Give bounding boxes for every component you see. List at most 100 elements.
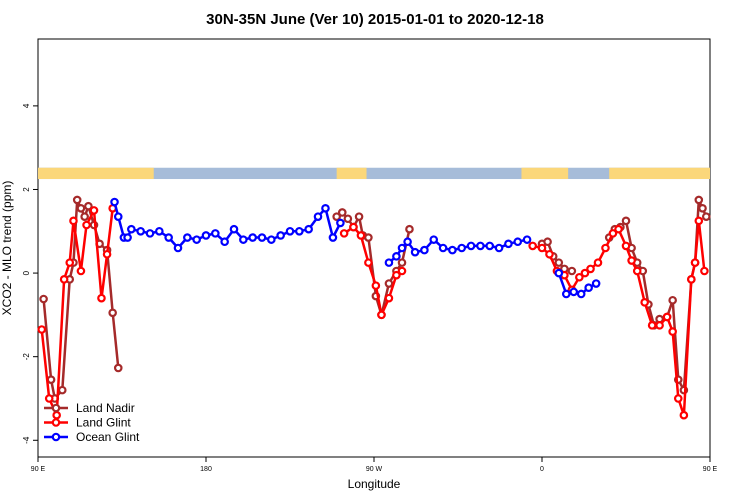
data-point — [76, 203, 86, 213]
data-point — [494, 243, 504, 253]
data-point — [584, 283, 593, 293]
data-point — [328, 233, 338, 242]
data-point — [420, 245, 429, 255]
data-point — [655, 321, 664, 330]
data-point — [608, 229, 618, 238]
data-point — [211, 229, 220, 238]
data-point — [576, 289, 586, 299]
data-point — [694, 195, 704, 205]
data-point — [647, 321, 657, 330]
legend-item: Land Glint — [44, 416, 131, 430]
data-point — [522, 235, 532, 244]
data-point — [113, 363, 123, 373]
data-point — [239, 235, 248, 244]
data-point — [136, 226, 145, 236]
data-point — [108, 308, 117, 318]
data-point — [97, 293, 106, 303]
y-tick-label: 4 — [22, 103, 31, 108]
data-point — [102, 249, 112, 259]
data-point — [364, 258, 373, 267]
x-axis-label: Longitude — [348, 477, 401, 491]
legend-item: Land Nadir — [44, 401, 135, 415]
data-point — [569, 287, 579, 297]
data-point — [614, 224, 623, 234]
series-ocean-glint — [110, 197, 601, 299]
data-point — [485, 241, 495, 251]
data-point — [545, 249, 554, 259]
data-point — [690, 258, 700, 267]
data-point — [429, 235, 439, 244]
data-point — [543, 237, 552, 247]
series-line — [113, 201, 342, 250]
ocean-strip — [38, 167, 710, 180]
data-point — [621, 216, 631, 226]
data-point — [410, 247, 420, 257]
data-point — [397, 266, 407, 276]
data-point — [673, 394, 683, 403]
data-point — [57, 385, 67, 395]
data-point — [371, 281, 381, 290]
y-tick-label: -4 — [22, 436, 31, 444]
data-point — [354, 212, 364, 221]
land-strip-segment — [609, 167, 710, 180]
data-point — [337, 208, 347, 217]
series-line — [42, 198, 120, 400]
data-point — [59, 275, 69, 284]
data-point — [82, 220, 91, 230]
data-point — [632, 266, 642, 276]
data-point — [257, 233, 267, 242]
data-point — [528, 241, 537, 251]
chart-title: 30N-35N June (Ver 10) 2015-01-01 to 2020… — [206, 11, 544, 28]
data-point — [662, 312, 672, 322]
data-point — [640, 298, 649, 307]
data-point — [403, 237, 412, 247]
x-tick-label: 180 — [200, 466, 212, 473]
land-ocean-strip — [38, 167, 710, 180]
data-point — [384, 279, 394, 288]
data-point — [700, 266, 709, 276]
data-point — [513, 237, 523, 247]
data-point — [580, 268, 590, 278]
data-point — [575, 272, 584, 282]
data-point — [39, 294, 48, 304]
data-point — [504, 239, 513, 249]
axes: 90 E 180 90 W 0 90 E -4 -2 0 2 4 — [22, 103, 717, 473]
data-point — [384, 258, 394, 267]
data-point — [229, 224, 239, 234]
data-point — [364, 233, 373, 242]
data-point — [397, 258, 407, 267]
data-point — [339, 229, 349, 238]
legend-label: Land Glint — [76, 416, 131, 430]
data-point — [384, 293, 394, 303]
data-point — [267, 235, 276, 244]
data-point — [694, 216, 704, 226]
data-point — [586, 264, 595, 274]
data-point — [554, 268, 564, 278]
data-point — [591, 279, 601, 288]
data-point — [72, 195, 82, 205]
data-point — [248, 233, 257, 242]
data-point — [627, 256, 636, 265]
x-tick-label: 0 — [540, 466, 544, 473]
data-point — [593, 258, 603, 267]
data-point — [65, 258, 75, 267]
data-point — [44, 394, 54, 403]
data-point — [173, 243, 183, 253]
data-point — [679, 410, 689, 420]
data-point — [392, 270, 401, 280]
data-point — [476, 241, 485, 251]
data-point — [397, 243, 407, 253]
data-point — [69, 216, 78, 226]
data-point — [84, 201, 93, 211]
x-tick-label: 90 E — [703, 466, 718, 473]
legend-marker — [51, 418, 61, 427]
data-point — [113, 212, 123, 221]
land-strip-segment — [521, 167, 569, 180]
y-tick-label: 2 — [22, 187, 31, 192]
y-tick-label: 0 — [22, 270, 31, 275]
data-point — [110, 197, 119, 207]
legend-label: Ocean Glint — [76, 430, 140, 444]
data-point — [621, 241, 631, 251]
legend-marker — [51, 403, 61, 413]
data-point — [537, 243, 547, 253]
